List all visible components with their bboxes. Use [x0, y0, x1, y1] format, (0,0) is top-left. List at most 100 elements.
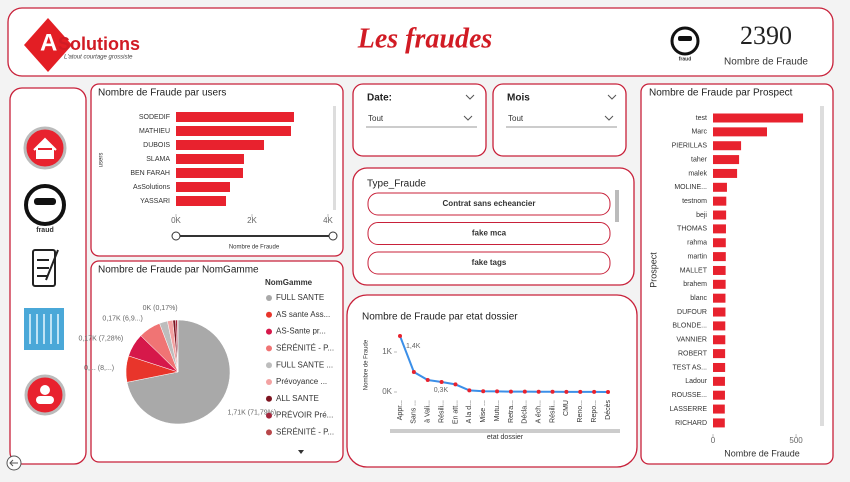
logo-initial: A [40, 29, 57, 56]
legend-marker [266, 412, 272, 419]
x-tick-label: 4K [323, 216, 333, 225]
legend-marker [266, 429, 272, 436]
y-tick-label: MOLINE... [674, 184, 707, 191]
legend-marker [266, 345, 272, 352]
slicer-title: Mois [507, 93, 530, 104]
legend-label[interactable]: AS-Sante pr... [276, 327, 326, 336]
option-button[interactable] [367, 222, 611, 245]
legend-scroll[interactable] [298, 450, 304, 454]
slider-handle[interactable] [171, 231, 181, 241]
x-tick-label: CMU [563, 400, 570, 416]
bar [176, 112, 294, 122]
slicer-value[interactable]: Tout [508, 114, 524, 123]
building-icon [29, 314, 59, 344]
chart-title: Nombre de Fraude par Prospect [649, 88, 793, 99]
date-slicer [352, 83, 487, 157]
x-tick-label: 0 [711, 436, 716, 445]
kpi-label: Nombre de Fraude [724, 57, 808, 68]
page-title: Les fraudes [357, 23, 493, 54]
marker [495, 389, 500, 394]
slicer-value[interactable]: Tout [368, 114, 384, 123]
y-tick-label: SODEDIF [139, 114, 170, 121]
logo-diamond [24, 18, 72, 72]
option-button[interactable] [367, 251, 611, 275]
scrollbar[interactable] [333, 106, 336, 210]
users-icon-body [36, 396, 54, 404]
bar [713, 127, 767, 137]
chevrons [463, 94, 475, 121]
x-tick-label: à Vali... [425, 400, 432, 423]
chart-title: Nombre de Fraude par etat dossier [362, 312, 518, 323]
y-tick-label: MALLET [680, 267, 708, 274]
scrollbar[interactable] [615, 190, 619, 222]
pie-slice [177, 319, 179, 373]
y-tick-label: PIERILLAS [672, 143, 708, 150]
marker [398, 334, 402, 338]
marker [467, 388, 472, 393]
y-tick-label: THOMAS [677, 226, 707, 233]
legend-label[interactable]: FULL SANTE [276, 293, 324, 302]
marker [536, 389, 541, 394]
x-tick-label: Reno... [577, 400, 584, 423]
marker [439, 380, 444, 384]
y-tick-label: rahma [687, 240, 707, 247]
x-axis-label: Nombre de Fraude [229, 245, 280, 251]
legend-marker [266, 328, 272, 335]
y-tick-label: malek [688, 170, 707, 177]
bar [713, 252, 726, 262]
bar [176, 196, 227, 206]
y-tick-label: YASSARI [140, 198, 170, 205]
scrollbar[interactable] [820, 106, 824, 426]
y-axis-label: Prospect [648, 252, 658, 288]
option-button[interactable] [367, 192, 611, 216]
legend-label[interactable]: AS sante Ass... [276, 310, 330, 319]
bar [713, 335, 726, 345]
bar [713, 265, 726, 275]
slicer-title: Date: [367, 93, 392, 104]
slider-handle[interactable] [328, 231, 338, 241]
legend-label[interactable]: PRÉVOIR Pré... [276, 411, 333, 420]
legend-label[interactable]: ALL SANTE [276, 394, 319, 403]
bar [713, 168, 738, 178]
legend-label[interactable]: Prévoyance ... [276, 377, 327, 386]
legend-marker [266, 311, 272, 318]
legend-title: NomGamme [265, 278, 313, 287]
y-tick-label: Ladour [685, 378, 707, 385]
x-tick-label: Décla... [522, 400, 529, 424]
y-tick-label: BLONDE... [672, 323, 707, 330]
x-tick-label: Résili... [438, 400, 445, 423]
bar [713, 238, 726, 248]
y-tick-label: SLAMA [146, 156, 170, 163]
legend-label[interactable]: FULL SANTE ... [276, 360, 333, 369]
x-axis-label: etat dossier [487, 434, 524, 441]
y-tick-label: testnom [682, 198, 707, 205]
data-label: 0,17K (7,28%) [78, 336, 123, 343]
bar [176, 168, 243, 178]
y-tick-label: martin [688, 253, 708, 260]
legend-label[interactable]: SÉRÉNITÉ - P... [276, 428, 334, 437]
x-tick-label: Repo... [591, 400, 598, 423]
marker [578, 389, 583, 394]
chevrons [604, 94, 617, 121]
marker [508, 389, 513, 394]
bar [713, 141, 742, 151]
y-axis-label: users [99, 153, 105, 168]
marker [564, 389, 569, 394]
y-tick-label: DUBOIS [143, 142, 170, 149]
x-tick-label: Résili... [549, 400, 556, 423]
bar [176, 126, 291, 136]
chart-title: Nombre de Fraude par users [98, 88, 226, 99]
etat-panel [346, 294, 638, 468]
y-tick-label: beji [696, 212, 707, 219]
clipboard-icon [37, 249, 59, 281]
logo-tagline: L'atout courtage grossiste [64, 55, 133, 61]
x-tick-label: 2K [247, 216, 257, 225]
y-tick-label: 1K [382, 347, 392, 356]
marker [481, 389, 486, 394]
data-label: 1,4K [406, 343, 421, 350]
data-label: 0,17K (6,9...) [102, 315, 142, 322]
legend-label[interactable]: SÉRÉNITÉ - P... [276, 344, 334, 353]
scrollbar[interactable] [390, 429, 620, 433]
